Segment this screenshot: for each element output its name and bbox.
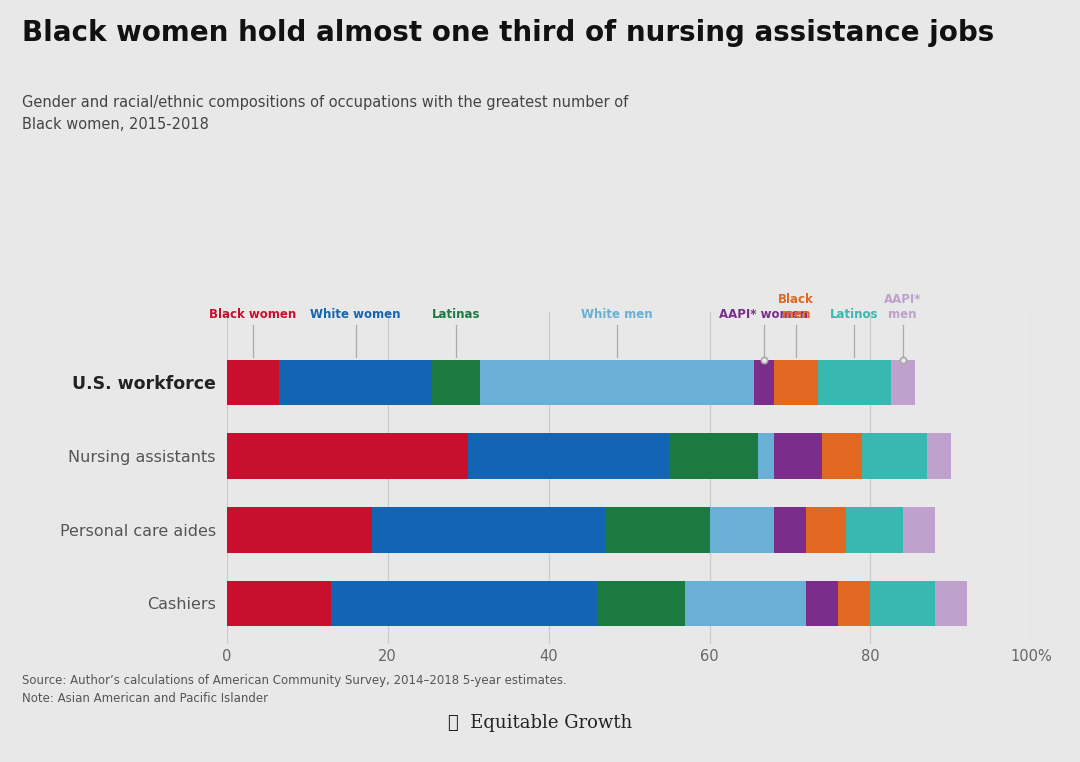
Bar	[819, 360, 891, 405]
Bar	[847, 507, 903, 552]
Bar	[597, 581, 686, 626]
Bar	[927, 434, 950, 479]
Bar	[838, 581, 870, 626]
Bar	[935, 581, 967, 626]
Bar	[279, 360, 432, 405]
Text: Black women: Black women	[210, 309, 297, 322]
Bar	[903, 507, 935, 552]
Bar	[686, 581, 806, 626]
Bar	[758, 434, 774, 479]
Text: White men: White men	[581, 309, 652, 322]
Bar	[774, 360, 819, 405]
Bar	[774, 507, 806, 552]
Text: AAPI*
men: AAPI* men	[883, 293, 921, 322]
Text: Latinos: Latinos	[831, 309, 879, 322]
Bar	[372, 507, 605, 552]
Bar	[432, 360, 481, 405]
Bar	[806, 581, 838, 626]
Bar	[227, 434, 469, 479]
Text: Black women hold almost one third of nursing assistance jobs: Black women hold almost one third of nur…	[22, 19, 994, 47]
Text: Black
men: Black men	[779, 293, 814, 322]
Bar	[822, 434, 863, 479]
Bar	[870, 581, 935, 626]
Text: Source: Author’s calculations of American Community Survey, 2014–2018 5-year est: Source: Author’s calculations of America…	[22, 674, 566, 706]
Text: AAPI* women: AAPI* women	[719, 309, 808, 322]
Text: Gender and racial/ethnic compositions of occupations with the greatest number of: Gender and racial/ethnic compositions of…	[22, 95, 627, 132]
Text: White women: White women	[310, 309, 401, 322]
Bar	[469, 434, 670, 479]
Bar	[774, 434, 822, 479]
Bar	[227, 581, 332, 626]
Text: ❧  Equitable Growth: ❧ Equitable Growth	[448, 713, 632, 732]
Bar	[481, 360, 754, 405]
Bar	[710, 507, 774, 552]
Bar	[605, 507, 710, 552]
Text: Latinas: Latinas	[432, 309, 481, 322]
Bar	[806, 507, 847, 552]
Bar	[891, 360, 915, 405]
Bar	[227, 507, 372, 552]
Bar	[863, 434, 927, 479]
Bar	[670, 434, 758, 479]
Bar	[754, 360, 774, 405]
Bar	[332, 581, 597, 626]
Bar	[227, 360, 279, 405]
